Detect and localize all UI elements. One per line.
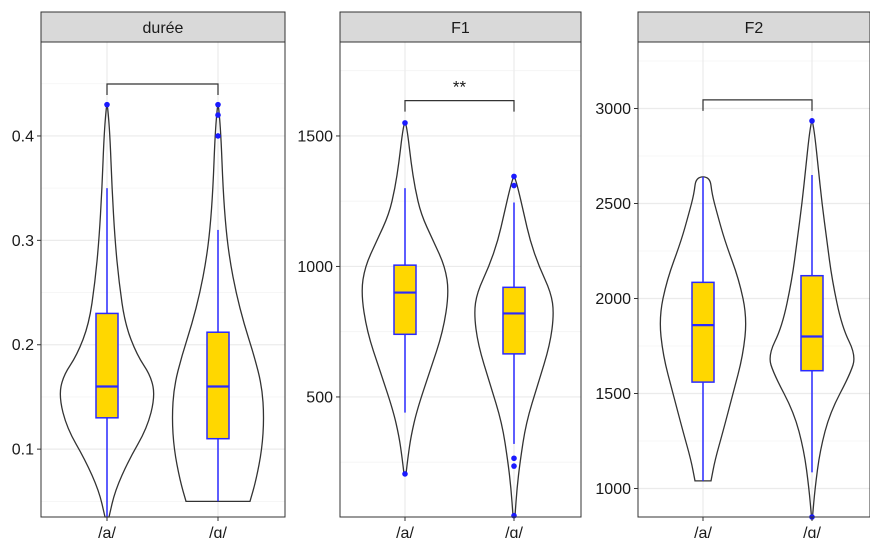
y-tick-label: 500 <box>306 389 333 406</box>
y-tick-label: 0.2 <box>12 337 34 354</box>
panel-border <box>40 41 286 518</box>
outlier-point <box>402 120 408 126</box>
box-/ɑ/ <box>502 286 526 355</box>
y-tick-label: 2500 <box>595 196 631 213</box>
facet-title: F2 <box>745 20 764 37</box>
outlier-point <box>511 455 517 462</box>
y-tick-label: 1500 <box>297 128 333 145</box>
facet-title: F1 <box>451 20 470 37</box>
panel-border <box>339 41 582 518</box>
x-tick-label: /a/ <box>694 525 712 540</box>
panel-1: durée 0.1 0.2 0.3 0.4/a/ /ɑ/ <box>12 11 286 540</box>
significance-bracket <box>106 83 219 95</box>
outlier-point <box>809 118 815 124</box>
significance-label: ** <box>453 78 467 97</box>
box-/a/ <box>691 281 715 383</box>
panel-background <box>41 42 285 517</box>
x-tick-label: /ɑ/ <box>209 525 227 540</box>
panel-2: ** F1 500 1000 1500/a/ /ɑ/ <box>297 11 582 540</box>
y-tick-label: 2000 <box>595 291 631 308</box>
outlier-point <box>511 463 517 469</box>
panel-3: F2 1000 1500 2000 2500 3000/a/ /ɑ/ <box>595 11 870 540</box>
significance-bracket <box>702 99 813 111</box>
outlier-point <box>104 101 110 108</box>
violin-/a/ <box>659 176 747 482</box>
x-tick-label: /ɑ/ <box>803 525 821 540</box>
facet-strip <box>339 11 582 43</box>
outlier-point <box>215 101 221 108</box>
y-tick-label: 0.3 <box>12 233 34 250</box>
panel-background <box>340 42 581 517</box>
x-tick-label: /a/ <box>98 525 116 540</box>
significance-bracket <box>404 100 515 112</box>
outlier-point <box>511 173 517 180</box>
y-tick-label: 1000 <box>297 259 333 276</box>
outlier-point <box>215 112 221 118</box>
panel-background <box>638 42 870 517</box>
y-tick-label: 1000 <box>595 481 631 498</box>
x-tick-label: /a/ <box>396 525 414 540</box>
outlier-point <box>402 471 408 477</box>
y-tick-label: 0.4 <box>12 128 34 145</box>
y-tick-label: 0.1 <box>12 442 34 459</box>
x-tick-label: /ɑ/ <box>505 525 523 540</box>
box-/a/ <box>95 312 119 419</box>
box-/ɑ/ <box>800 274 824 372</box>
panel-border <box>637 41 870 518</box>
outlier-point <box>511 182 517 189</box>
outlier-point <box>215 133 221 139</box>
box-/a/ <box>393 264 417 336</box>
facet-title: durée <box>143 20 184 37</box>
facet-strip <box>637 11 870 43</box>
y-tick-label: 3000 <box>595 101 631 118</box>
y-tick-label: 1500 <box>595 386 631 403</box>
